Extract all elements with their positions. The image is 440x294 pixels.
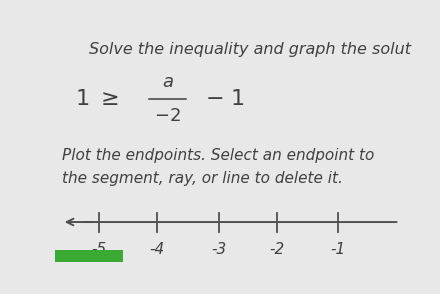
Text: Solve the inequality and graph the solut: Solve the inequality and graph the solut — [89, 42, 411, 57]
Text: -4: -4 — [150, 243, 165, 258]
Text: -2: -2 — [269, 243, 284, 258]
Text: $-\ 1$: $-\ 1$ — [205, 89, 245, 109]
Text: -5: -5 — [92, 243, 107, 258]
Text: Plot the endpoints. Select an endpoint to: Plot the endpoints. Select an endpoint t… — [62, 148, 374, 163]
Text: $-2$: $-2$ — [154, 107, 181, 125]
Text: the segment, ray, or line to delete it.: the segment, ray, or line to delete it. — [62, 171, 343, 186]
Bar — [55, 250, 123, 262]
Text: $a$: $a$ — [161, 73, 173, 91]
Text: -3: -3 — [211, 243, 226, 258]
Text: $1\ \geq$: $1\ \geq$ — [76, 89, 119, 109]
Text: -1: -1 — [330, 243, 346, 258]
